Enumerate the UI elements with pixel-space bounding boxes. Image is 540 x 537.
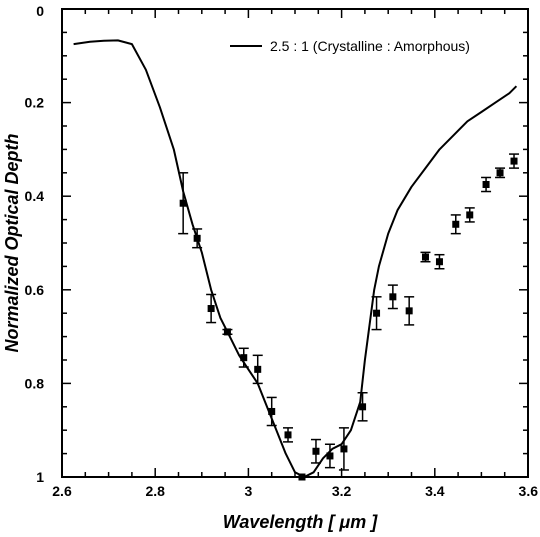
y-tick-label: 0 <box>36 3 44 19</box>
series-group <box>73 39 520 481</box>
x-tick-label: 3.6 <box>519 483 539 499</box>
x-tick-label: 3 <box>245 483 253 499</box>
plot-frame <box>61 8 529 478</box>
data-point <box>268 407 276 415</box>
data-point <box>435 258 443 266</box>
data-point <box>466 211 474 219</box>
y-tick-label: 1 <box>36 469 44 485</box>
data-point <box>421 253 429 261</box>
y-tick-label: 0.2 <box>25 95 45 111</box>
x-axis-title: Wavelength [ μm ] <box>223 512 379 532</box>
data-point <box>312 447 320 455</box>
data-point <box>482 181 490 188</box>
y-tick-label: 0.8 <box>25 375 45 391</box>
data-point <box>240 354 248 362</box>
legend-label: 2.5 : 1 (Crystalline : Amorphous) <box>270 38 470 54</box>
data-point <box>452 220 460 228</box>
y-tick-label: 0.6 <box>25 282 45 298</box>
data-point <box>254 365 262 373</box>
data-point <box>179 199 187 207</box>
axis-tick-labels: 2.6 2.8 3 3.2 3.4 3.6 0 0.2 0.4 0.6 0.8 1 <box>25 3 539 499</box>
data-point <box>223 328 231 336</box>
data-point <box>340 445 348 453</box>
data-point <box>298 473 306 481</box>
data-point <box>510 157 518 165</box>
data-point <box>496 169 504 177</box>
data-point <box>373 309 381 317</box>
data-point <box>359 403 367 411</box>
x-tick-label: 2.8 <box>145 483 165 499</box>
legend: 2.5 : 1 (Crystalline : Amorphous) <box>230 38 470 54</box>
data-point <box>326 452 334 460</box>
data-point <box>389 293 397 301</box>
data-point <box>405 307 413 315</box>
x-tick-label: 3.4 <box>425 483 445 499</box>
data-point <box>193 234 201 242</box>
x-tick-label: 2.6 <box>52 483 72 499</box>
data-point <box>284 431 292 439</box>
y-axis-title: Normalized Optical Depth <box>2 133 22 352</box>
x-tick-label: 3.2 <box>332 483 352 499</box>
axis-ticks <box>61 8 529 478</box>
model-curve-line <box>73 39 518 478</box>
data-point <box>207 305 215 313</box>
y-tick-label: 0.4 <box>25 188 45 204</box>
